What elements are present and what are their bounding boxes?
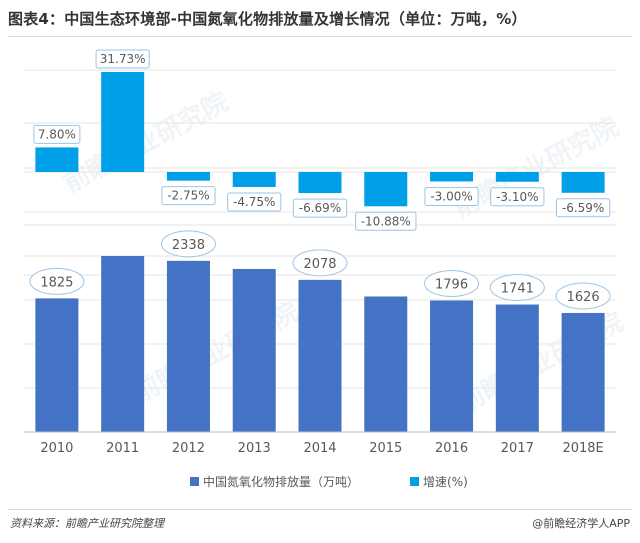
growth-label-box [556, 198, 611, 218]
growth-bar [166, 172, 210, 181]
volume-bar [495, 304, 539, 432]
x-tick-label: 2015 [369, 441, 402, 456]
title-divider [8, 36, 632, 37]
volume-label-bubble [489, 274, 545, 302]
growth-bar [364, 172, 408, 207]
x-tick-label: 2011 [106, 441, 139, 456]
volume-bar [298, 279, 342, 432]
volume-data-label: 1825 [40, 275, 73, 290]
growth-bar [232, 172, 276, 187]
legend-swatch-volume [190, 477, 199, 486]
growth-bar [101, 72, 145, 172]
growth-bar [430, 172, 474, 182]
volume-label-bubble [424, 270, 480, 298]
volume-series: 1825 2338 2078 1796 1741 1626 [29, 230, 611, 432]
volume-label-bubble [292, 249, 348, 277]
watermark-text: 前瞻产业研究院 [58, 86, 233, 199]
growth-label-box [292, 198, 348, 218]
growth-data-label: -6.59% [562, 201, 604, 215]
volume-data-label: 1796 [435, 278, 468, 293]
growth-data-label: -10.88% [361, 214, 411, 228]
x-tick-label: 2013 [238, 441, 271, 456]
growth-bar [561, 172, 605, 193]
footer-divider [8, 509, 632, 510]
source-note: 资料来源：前瞻产业研究院整理 [10, 517, 164, 530]
x-tick-label: 2014 [303, 441, 336, 456]
volume-bar [166, 260, 210, 432]
volume-data-label: 1626 [567, 290, 600, 305]
growth-bar [35, 147, 79, 172]
growth-data-label: -3.00% [430, 189, 472, 203]
watermark-text: 前瞻产业研究院 [128, 296, 303, 409]
growth-label-box [161, 186, 216, 206]
volume-data-label: 2338 [172, 238, 205, 253]
volume-label-bubble [160, 230, 216, 258]
x-axis: 2010 2011 2012 2013 2014 2015 2016 2017 2018E [24, 431, 616, 456]
volume-bar [430, 300, 474, 432]
credit-note: @前瞻经济学人APP [532, 517, 630, 530]
legend-label-growth: 增速(%) [423, 475, 468, 489]
x-tick-label: 2012 [172, 441, 205, 456]
growth-data-label: -6.69% [299, 201, 341, 215]
volume-data-label: 1741 [501, 282, 534, 297]
volume-bar [101, 256, 145, 432]
volume-bar [364, 296, 408, 432]
volume-bar [561, 312, 605, 432]
volume-bar [35, 298, 79, 432]
legend-swatch-growth [410, 477, 419, 486]
volume-label-bubble [555, 282, 611, 310]
growth-data-label: -2.75% [167, 189, 209, 203]
x-tick-label: 2017 [501, 441, 534, 456]
volume-label-bubble [29, 267, 85, 295]
legend: 中国氮氧化物排放量（万吨） 增速(%) [190, 474, 468, 489]
x-tick-label: 2010 [40, 441, 73, 456]
growth-label-box [33, 124, 81, 144]
growth-label-box [227, 192, 282, 212]
growth-label-box [95, 49, 150, 69]
growth-bar [298, 172, 342, 194]
x-tick-label: 2018E [562, 441, 603, 456]
growth-data-label: 31.73% [100, 52, 146, 66]
growth-label-box [490, 187, 545, 207]
legend-label-volume: 中国氮氧化物排放量（万吨） [203, 474, 359, 489]
growth-bar [495, 172, 539, 182]
chart-title: 图表4：中国生态环境部-中国氮氧化物排放量及增长情况（单位：万吨，%） [8, 10, 527, 28]
growth-label-box [424, 186, 479, 206]
growth-data-label: 7.80% [38, 127, 76, 141]
x-tick-label: 2016 [435, 441, 468, 456]
volume-data-label: 2078 [303, 257, 336, 272]
growth-data-label: -4.75% [233, 195, 275, 209]
volume-bar [232, 268, 276, 432]
growth-series: 7.80% 31.73% -2.75% -4.75% -6.69% -10.88% -3.0… [33, 49, 611, 231]
growth-label-box [355, 211, 417, 231]
growth-data-label: -3.10% [496, 190, 538, 204]
